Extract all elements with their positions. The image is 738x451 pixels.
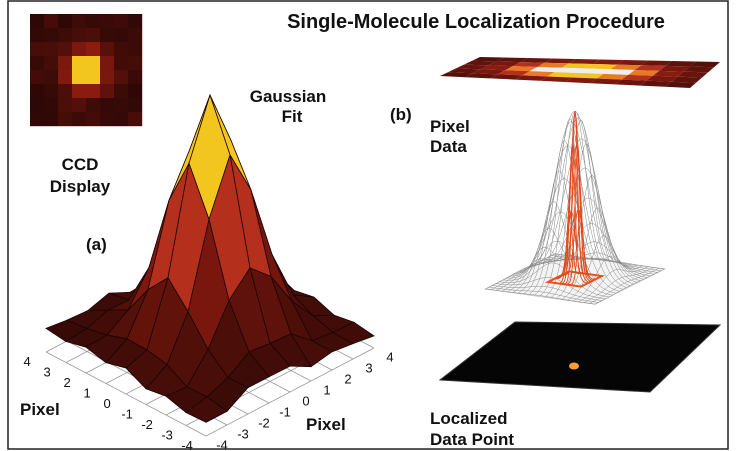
ccd-pixel <box>58 112 72 126</box>
tick-label: -1 <box>279 404 291 419</box>
ccd-pixel <box>86 70 100 84</box>
ccd-label: CCD <box>62 155 99 174</box>
axis-label: Pixel <box>20 400 60 419</box>
ccd-pixel <box>44 112 58 126</box>
ccd-pixel <box>30 98 44 112</box>
ccd-pixel <box>100 112 114 126</box>
tick-label: -3 <box>237 426 249 441</box>
ccd-pixel <box>44 70 58 84</box>
tick-label: 0 <box>103 396 110 411</box>
ccd-pixel <box>114 70 128 84</box>
tick-label: 2 <box>63 375 70 390</box>
ccd-pixel <box>114 42 128 56</box>
ccd-pixel <box>114 56 128 70</box>
tick-label: -4 <box>216 437 228 451</box>
ccd-pixel <box>44 42 58 56</box>
tick-label: -1 <box>121 406 133 421</box>
ccd-pixel <box>114 84 128 98</box>
ccd-pixel <box>30 42 44 56</box>
panel-label: (b) <box>390 105 412 124</box>
ccd-pixel <box>44 56 58 70</box>
ccd-pixel <box>30 28 44 42</box>
tick-label: 0 <box>302 393 309 408</box>
ccd-pixel <box>86 112 100 126</box>
localized-label: Localized <box>430 409 507 428</box>
pixel-data-label: Pixel <box>430 117 470 136</box>
ccd-label: Display <box>50 177 111 196</box>
tick-label: 4 <box>386 349 393 364</box>
title: Single-Molecule Localization Procedure <box>287 11 665 33</box>
ccd-pixel <box>86 98 100 112</box>
tick-label: -3 <box>161 427 173 442</box>
ccd-pixel <box>72 112 86 126</box>
ccd-pixel <box>100 14 114 28</box>
ccd-pixel <box>86 28 100 42</box>
ccd-pixel <box>128 42 142 56</box>
ccd-pixel <box>114 28 128 42</box>
ccd-pixel <box>128 84 142 98</box>
ccd-pixel <box>72 42 86 56</box>
ccd-pixel <box>30 56 44 70</box>
ccd-pixel <box>72 98 86 112</box>
ccd-pixel <box>72 14 86 28</box>
ccd-pixel <box>44 28 58 42</box>
axis-label: Pixel <box>306 415 346 434</box>
ccd-pixel <box>114 98 128 112</box>
ccd-pixel <box>100 56 114 70</box>
ccd-pixel <box>128 28 142 42</box>
ccd-pixel <box>44 14 58 28</box>
ccd-pixel <box>128 112 142 126</box>
tick-label: 3 <box>43 364 50 379</box>
pixel-data-label: Data <box>430 137 467 156</box>
ccd-pixel <box>86 42 100 56</box>
ccd-pixel <box>86 84 100 98</box>
tick-label: 1 <box>83 385 90 400</box>
ccd-pixel <box>100 70 114 84</box>
ccd-pixel <box>86 56 100 70</box>
ccd-pixel <box>44 84 58 98</box>
tick-label: 2 <box>344 371 351 386</box>
ccd-pixel <box>100 84 114 98</box>
ccd-pixel <box>114 14 128 28</box>
ccd-pixel <box>86 14 100 28</box>
ccd-pixel <box>30 14 44 28</box>
tick-label: 4 <box>23 354 30 369</box>
tick-label: -2 <box>141 417 153 432</box>
localized-label: Data Point <box>430 430 514 449</box>
tick-label: 3 <box>365 360 372 375</box>
ccd-pixel <box>114 112 128 126</box>
ccd-pixel <box>100 28 114 42</box>
ccd-pixel <box>100 98 114 112</box>
tick-label: -4 <box>181 438 193 451</box>
ccd-pixel <box>58 84 72 98</box>
tick-label: -2 <box>258 415 270 430</box>
figure: 43210-1-2-3-4-4-3-2-101234 Single-Molecu… <box>0 0 738 451</box>
ccd-pixel <box>128 14 142 28</box>
tick-label: 1 <box>323 382 330 397</box>
ccd-pixel <box>72 56 86 70</box>
ccd-pixel <box>58 70 72 84</box>
ccd-pixel <box>58 28 72 42</box>
fit-label: Fit <box>282 107 303 126</box>
ccd-pixel <box>58 98 72 112</box>
ccd-pixel <box>58 56 72 70</box>
ccd-pixel <box>128 98 142 112</box>
fit-label: Gaussian <box>250 87 327 106</box>
ccd-pixel <box>100 42 114 56</box>
ccd-pixel <box>30 84 44 98</box>
ccd-pixel <box>58 14 72 28</box>
ccd-pixel <box>30 70 44 84</box>
panel-label: (a) <box>86 235 107 254</box>
ccd-pixel <box>72 28 86 42</box>
ccd-pixel <box>128 56 142 70</box>
ccd-pixel <box>44 98 58 112</box>
ccd-pixel <box>30 112 44 126</box>
ccd-pixel <box>72 70 86 84</box>
ccd-pixel <box>128 70 142 84</box>
localized-point <box>569 363 579 370</box>
ccd-pixel <box>58 42 72 56</box>
ccd-pixel <box>72 84 86 98</box>
